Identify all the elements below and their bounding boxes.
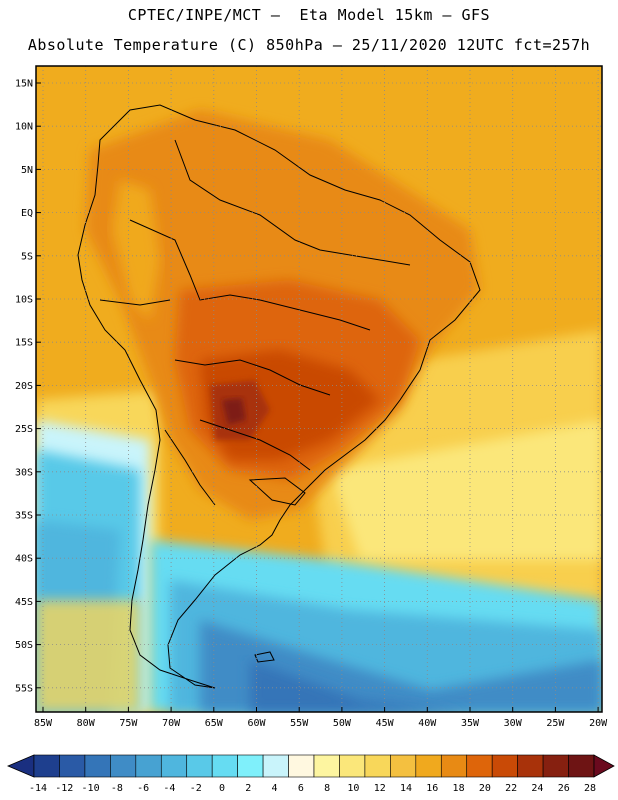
lat-label: 35S [15, 511, 33, 522]
colorbar-label: -8 [111, 783, 123, 794]
colorbar-swatch [135, 754, 162, 778]
colorbar-swatch [33, 754, 60, 778]
colorbar-label: 2 [245, 783, 251, 794]
colorbar-label: -10 [82, 783, 100, 794]
colorbar-swatch [466, 754, 493, 778]
colorbar-label: 22 [505, 783, 517, 794]
colorbar-label: 12 [374, 783, 386, 794]
lon-label: 55W [290, 718, 309, 729]
lat-label: EQ [21, 208, 33, 219]
map-title: CPTEC/INPE/MCT – Eta Model 15km – GFS [127, 6, 491, 24]
lat-label: 20S [15, 381, 33, 392]
colorbar-label: -2 [190, 783, 202, 794]
colorbar-label: -12 [55, 783, 73, 794]
lat-label: 25S [15, 424, 33, 435]
colorbar-swatch [339, 754, 366, 778]
colorbar-label: 18 [453, 783, 465, 794]
lon-label: 45W [376, 718, 395, 729]
lat-label: 15N [15, 79, 33, 90]
colorbar-swatch [186, 754, 213, 778]
colorbar-swatch [415, 754, 442, 778]
lat-label: 15S [15, 338, 33, 349]
lon-label: 30W [504, 718, 523, 729]
colorbar-under-arrow [6, 754, 35, 778]
colorbar-swatch [491, 754, 518, 778]
colorbar-label: 28 [584, 783, 596, 794]
colorbar-label: -6 [137, 783, 149, 794]
colorbar-swatch [110, 754, 137, 778]
colorbar-swatch [364, 754, 391, 778]
lat-label: 5N [21, 165, 33, 176]
lon-label: 40W [418, 718, 437, 729]
colorbar-swatch [211, 754, 238, 778]
colorbar-label: 14 [400, 783, 412, 794]
colorbar-swatch [237, 754, 264, 778]
colorbar-label: 20 [479, 783, 491, 794]
latitude-axis: 15N 10N 5N EQ 5S 10S 15S 20S 25S 30S 35S 40S 45S 50S 5… [15, 79, 41, 694]
lon-label: 70W [162, 718, 181, 729]
colorbar-swatch [440, 754, 468, 778]
colorbar-label: -4 [163, 783, 175, 794]
lat-label: 50S [15, 640, 33, 651]
colorbar-swatch [160, 754, 188, 778]
lat-label: 10S [15, 295, 33, 306]
colorbar-label: 10 [347, 783, 359, 794]
colorbar-over-arrow [593, 754, 615, 778]
temperature-colorbar [6, 754, 615, 778]
colorbar-swatch [568, 754, 595, 778]
colorbar-label: 6 [298, 783, 304, 794]
colorbar-labels: -14 -12 -10 -8 -6 -4 -2 0 2 4 6 8 10 12 14 16 18 20 22 24 26… [29, 783, 596, 794]
colorbar-label: 8 [324, 783, 330, 794]
lon-label: 75W [119, 718, 138, 729]
lat-label: 45S [15, 597, 33, 608]
map-subtitle: Absolute Temperature (C) 850hPa – 25/11/… [27, 36, 591, 54]
lon-label: 85W [34, 718, 53, 729]
colorbar-label: 16 [426, 783, 438, 794]
colorbar-label: 4 [272, 783, 278, 794]
lon-label: 80W [77, 718, 96, 729]
lat-label: 30S [15, 467, 33, 478]
colorbar-label: -14 [29, 783, 47, 794]
lat-label: 5S [21, 251, 33, 262]
lon-label: 25W [546, 718, 565, 729]
lat-label: 10N [15, 122, 33, 133]
colorbar-swatch [313, 754, 340, 778]
colorbar-label: 0 [219, 783, 225, 794]
colorbar-swatch [288, 754, 315, 778]
colorbar-label: 26 [558, 783, 570, 794]
lon-label: 20W [589, 718, 608, 729]
lon-label: 35W [461, 718, 480, 729]
temperature-field [36, 66, 602, 712]
colorbar-swatch [262, 754, 289, 778]
colorbar-swatch [59, 754, 86, 778]
lat-label: 55S [15, 683, 33, 694]
colorbar-label: 24 [531, 783, 543, 794]
map-frame [35, 65, 603, 713]
lon-label: 65W [205, 718, 224, 729]
lat-label: 40S [15, 554, 33, 565]
colorbar-swatch [517, 754, 544, 778]
colorbar-swatch [84, 754, 111, 778]
colorbar-swatch [542, 754, 569, 778]
lon-label: 50W [333, 718, 352, 729]
colorbar-swatch [390, 754, 417, 778]
lon-label: 60W [247, 718, 266, 729]
longitude-axis: 85W 80W 75W 70W 65W 60W 55W 50W 45W 40W 35W 30W 25W 2… [34, 707, 608, 729]
coastlines [77, 104, 481, 689]
